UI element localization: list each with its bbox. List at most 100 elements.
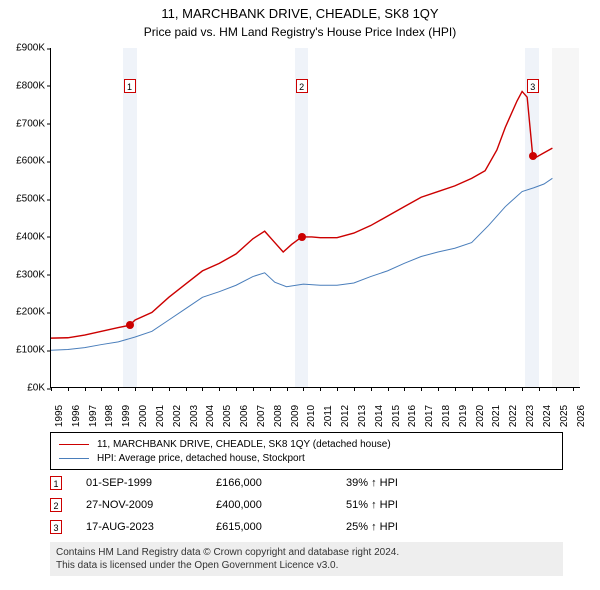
x-axis-tick-mark: [101, 387, 102, 391]
x-axis-tick: 1998: [104, 405, 115, 427]
x-axis-tick-mark: [320, 387, 321, 391]
sale-hpi: 39% ↑ HPI: [346, 477, 466, 489]
footer-line1: Contains HM Land Registry data © Crown c…: [56, 546, 557, 559]
x-axis-tick-mark: [287, 387, 288, 391]
x-axis-tick: 2018: [441, 405, 452, 427]
x-axis-tick: 2026: [576, 405, 587, 427]
sale-row: 1 01-SEP-1999£166,00039% ↑ HPI: [50, 472, 563, 494]
x-axis-tick-mark: [421, 387, 422, 391]
x-axis-tick: 2015: [391, 405, 402, 427]
sale-row: 317-AUG-2023£615,00025% ↑ HPI: [50, 516, 563, 538]
x-axis-tick-mark: [404, 387, 405, 391]
sale-date: 27-NOV-2009: [86, 499, 216, 511]
y-axis-tick: £700K: [5, 118, 45, 129]
chart-svg: [51, 48, 581, 388]
x-axis-tick-mark: [488, 387, 489, 391]
sale-row-marker: 3: [50, 520, 62, 534]
x-axis-tick: 1999: [121, 405, 132, 427]
x-axis-tick-mark: [51, 387, 52, 391]
chart-footer: Contains HM Land Registry data © Crown c…: [50, 542, 563, 576]
x-axis-tick-mark: [337, 387, 338, 391]
x-axis-tick-mark: [85, 387, 86, 391]
x-axis-tick: 2013: [357, 405, 368, 427]
x-axis-tick: 1997: [88, 405, 99, 427]
x-axis-tick-mark: [556, 387, 557, 391]
x-axis-tick-mark: [438, 387, 439, 391]
x-axis-tick: 2000: [138, 405, 149, 427]
chart-plot-area: £0K£100K£200K£300K£400K£500K£600K£700K£8…: [50, 48, 580, 388]
sale-date: 01-SEP-1999: [86, 477, 216, 489]
sale-marker-dot: [126, 321, 134, 329]
x-axis-tick-mark: [472, 387, 473, 391]
x-axis-tick: 2022: [508, 405, 519, 427]
x-axis-tick: 2012: [340, 405, 351, 427]
legend-label: 11, MARCHBANK DRIVE, CHEADLE, SK8 1QY (d…: [97, 439, 391, 450]
chart-container: 11, MARCHBANK DRIVE, CHEADLE, SK8 1QY Pr…: [0, 0, 600, 590]
x-axis-tick: 2002: [172, 405, 183, 427]
x-axis-tick: 2010: [306, 405, 317, 427]
x-axis-tick: 2017: [424, 405, 435, 427]
x-axis-tick: 2007: [256, 405, 267, 427]
x-axis-tick-mark: [539, 387, 540, 391]
x-axis-tick-mark: [152, 387, 153, 391]
x-axis-tick: 2011: [323, 405, 334, 427]
sales-table: 1 01-SEP-1999£166,00039% ↑ HPI 2 27-NOV-200…: [50, 472, 563, 538]
sale-marker-label: 3: [527, 79, 539, 93]
chart-title: 11, MARCHBANK DRIVE, CHEADLE, SK8 1QY: [0, 0, 600, 21]
x-axis-tick: 1995: [54, 405, 65, 427]
sale-price: £166,000: [216, 477, 346, 489]
sale-row-marker: 1: [50, 476, 62, 490]
x-axis-tick: 2008: [273, 405, 284, 427]
x-axis-tick-mark: [354, 387, 355, 391]
y-axis-tick: £800K: [5, 80, 45, 91]
sale-date: 17-AUG-2023: [86, 521, 216, 533]
y-axis-tick: £300K: [5, 269, 45, 280]
sale-marker-dot: [298, 233, 306, 241]
x-axis-tick-mark: [68, 387, 69, 391]
x-axis-tick: 2019: [458, 405, 469, 427]
x-axis-tick-mark: [270, 387, 271, 391]
x-axis-tick-mark: [371, 387, 372, 391]
x-axis-tick-mark: [388, 387, 389, 391]
x-axis-tick: 2003: [189, 405, 200, 427]
x-axis-tick: 2004: [205, 405, 216, 427]
x-axis-tick: 2016: [407, 405, 418, 427]
x-axis-tick: 2025: [559, 405, 570, 427]
y-axis-tick: £100K: [5, 345, 45, 356]
sale-marker-dot: [529, 152, 537, 160]
chart-legend: 11, MARCHBANK DRIVE, CHEADLE, SK8 1QY (d…: [50, 432, 563, 470]
x-axis-tick: 2014: [374, 405, 385, 427]
sale-hpi: 51% ↑ HPI: [346, 499, 466, 511]
x-axis-tick: 1996: [71, 405, 82, 427]
sale-row-marker: 2: [50, 498, 62, 512]
x-axis-tick-mark: [169, 387, 170, 391]
y-axis-tick: £900K: [5, 43, 45, 54]
x-axis-tick: 2024: [542, 405, 553, 427]
sale-price: £400,000: [216, 499, 346, 511]
sale-marker-label: 1: [124, 79, 136, 93]
sale-marker-label: 2: [296, 79, 308, 93]
x-axis-tick: 2021: [491, 405, 502, 427]
x-axis-tick-mark: [202, 387, 203, 391]
x-axis-tick-mark: [303, 387, 304, 391]
y-axis-tick: £600K: [5, 156, 45, 167]
x-axis-tick-mark: [505, 387, 506, 391]
chart-series-line: [51, 91, 552, 338]
x-axis-tick-mark: [219, 387, 220, 391]
sale-row: 2 27-NOV-2009£400,00051% ↑ HPI: [50, 494, 563, 516]
x-axis-tick-mark: [186, 387, 187, 391]
x-axis-tick: 2006: [239, 405, 250, 427]
x-axis-tick-mark: [573, 387, 574, 391]
x-axis-tick-mark: [253, 387, 254, 391]
x-axis-tick: 2001: [155, 405, 166, 427]
x-axis-tick-mark: [135, 387, 136, 391]
sale-price: £615,000: [216, 521, 346, 533]
chart-subtitle: Price paid vs. HM Land Registry's House …: [0, 21, 600, 45]
y-axis-tick: £500K: [5, 194, 45, 205]
legend-label: HPI: Average price, detached house, Stoc…: [97, 453, 305, 464]
x-axis-tick: 2005: [222, 405, 233, 427]
legend-row: HPI: Average price, detached house, Stoc…: [59, 451, 554, 465]
x-axis-tick: 2020: [475, 405, 486, 427]
x-axis-tick-mark: [522, 387, 523, 391]
x-axis-tick: 2023: [525, 405, 536, 427]
